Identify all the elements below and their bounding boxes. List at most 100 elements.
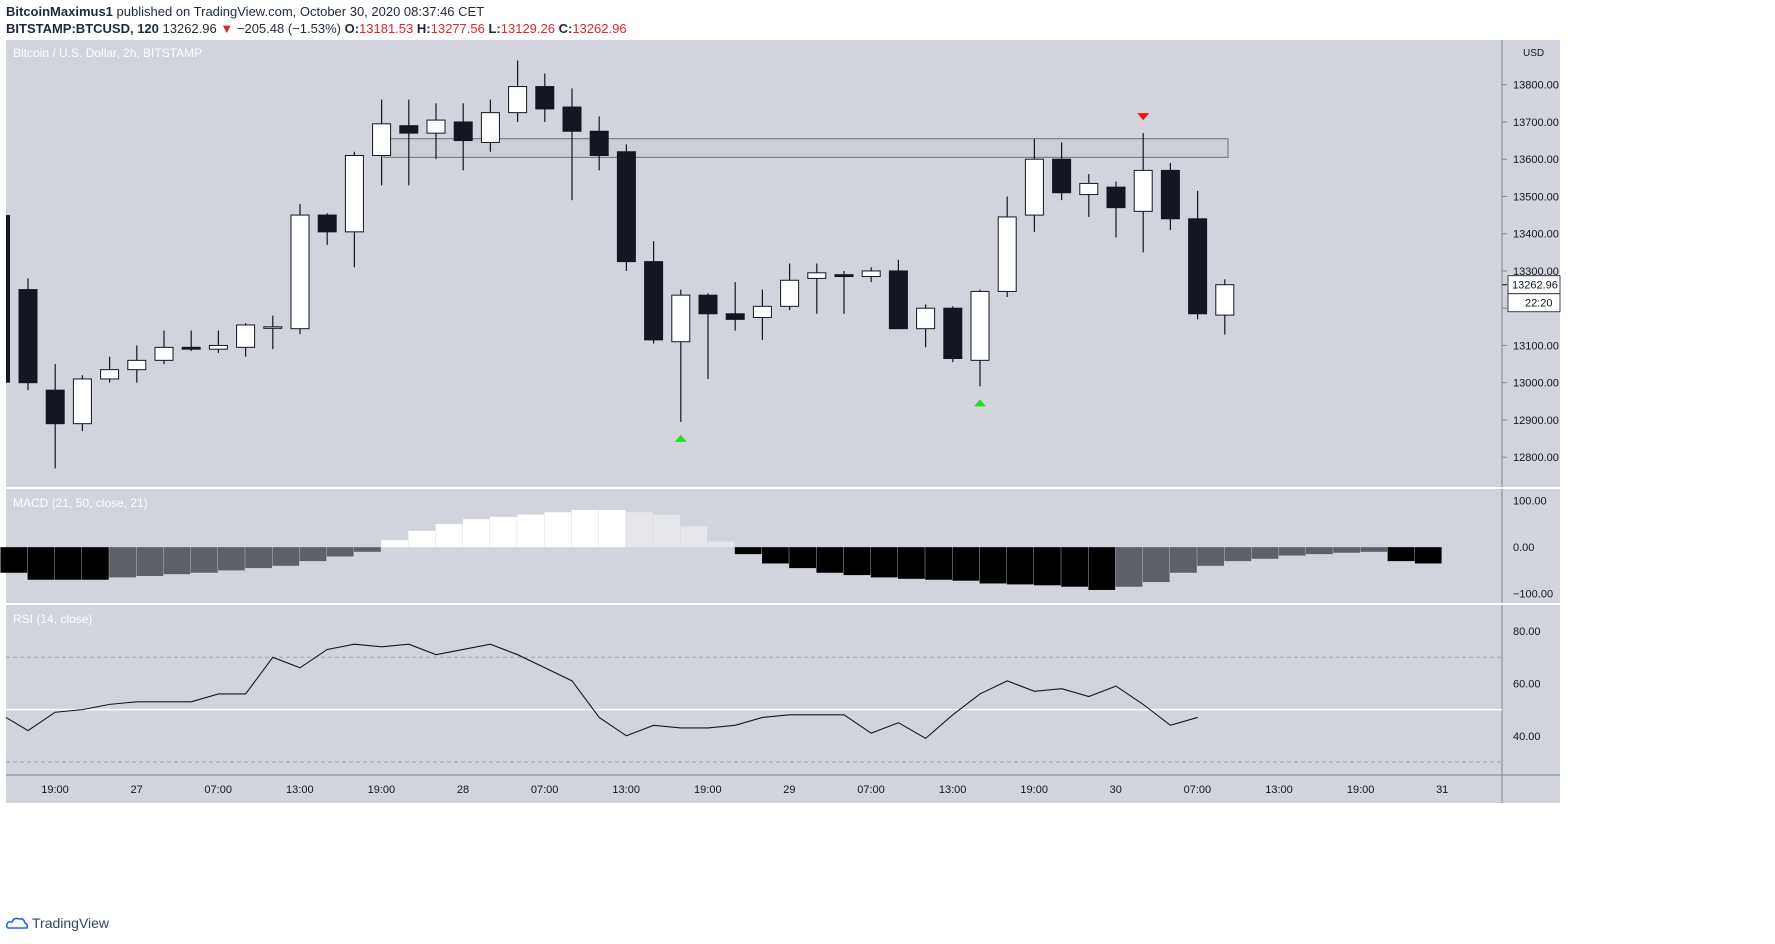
bullish-candle xyxy=(372,123,392,156)
time-tick-label: 13:00 xyxy=(939,784,967,796)
macd-bar xyxy=(1197,547,1224,566)
macd-bar xyxy=(245,547,272,569)
macd-bar xyxy=(1088,547,1116,590)
macd-title: MACD (21, 50, close, 21) xyxy=(13,496,148,510)
bullish-candle xyxy=(208,344,228,350)
macd-bar xyxy=(626,512,653,548)
bullish-candle xyxy=(290,214,310,330)
macd-bar xyxy=(82,547,109,580)
bullish-candle xyxy=(480,112,500,143)
countdown-box xyxy=(1507,293,1561,313)
macd-bar xyxy=(54,547,82,580)
time-tick-label: 19:00 xyxy=(694,784,722,796)
macd-bar xyxy=(925,547,952,580)
time-tick-label: 07:00 xyxy=(204,784,232,796)
macd-bar xyxy=(1034,547,1061,586)
time-tick-label: 19:00 xyxy=(368,784,396,796)
macd-bar xyxy=(1360,547,1388,552)
macd-bar xyxy=(680,526,708,548)
bearish-candle xyxy=(698,294,718,315)
last-price: 13262.96 xyxy=(162,21,217,36)
macd-bar xyxy=(462,519,490,548)
time-tick-label: 31 xyxy=(1436,784,1448,796)
macd-bar xyxy=(408,530,436,548)
macd-bar xyxy=(843,547,871,576)
low-label: L: xyxy=(488,21,501,36)
tradingview-logo[interactable]: TradingView xyxy=(6,915,109,931)
candle-body xyxy=(6,215,10,383)
time-tick-label: 07:00 xyxy=(857,784,885,796)
macd-bar xyxy=(762,547,789,564)
price-tick-label: 12800.00 xyxy=(1513,452,1559,464)
bearish-candle xyxy=(589,130,609,156)
time-tick-label: 27 xyxy=(130,784,142,796)
macd-bar xyxy=(163,547,191,575)
macd-bar xyxy=(0,547,28,573)
macd-bar xyxy=(326,547,354,557)
macd-bar xyxy=(571,509,599,548)
bullish-candle xyxy=(1133,169,1153,212)
rsi-tick-label: 80.00 xyxy=(1513,626,1541,638)
price-tick-label: 12900.00 xyxy=(1513,415,1559,427)
bearish-candle xyxy=(725,313,745,320)
author-name[interactable]: BitcoinMaximus1 xyxy=(6,4,113,19)
rsi-tick-label: 40.00 xyxy=(1513,731,1541,743)
footer-brand: TradingView xyxy=(32,915,110,931)
bullish-candle xyxy=(671,294,691,343)
resistance-zone xyxy=(383,138,1229,158)
macd-bar xyxy=(1278,547,1306,556)
macd-bar xyxy=(299,547,327,562)
rsi-line xyxy=(5,643,1198,740)
high-label: H: xyxy=(416,21,431,36)
low-value: 13129.26 xyxy=(500,21,555,36)
bearish-candle xyxy=(1052,158,1072,194)
macd-bar xyxy=(816,547,844,573)
macd-bar xyxy=(898,547,925,579)
bearish-candle xyxy=(453,121,473,142)
macd-pane xyxy=(6,489,1502,603)
symbol-label: BITSTAMP:BTCUSD, 120 xyxy=(6,21,159,36)
macd-tick-label: −100.00 xyxy=(1513,589,1553,601)
bullish-candle xyxy=(970,290,990,361)
macd-bar xyxy=(381,540,408,548)
bearish-candle xyxy=(888,270,908,330)
macd-bar xyxy=(544,512,572,548)
bearish-candle xyxy=(562,106,582,132)
bullish-candle xyxy=(344,154,364,233)
macd-bar xyxy=(218,547,245,571)
macd-bar xyxy=(1306,547,1333,555)
macd-bar xyxy=(952,547,980,581)
price-change: −205.48 (−1.53%) xyxy=(236,21,341,36)
bullish-candle xyxy=(127,359,147,371)
bullish-candle xyxy=(72,378,92,425)
time-tick-label: 07:00 xyxy=(1184,784,1212,796)
bullish-candle xyxy=(916,307,936,330)
buy-signal-arrow xyxy=(674,434,687,442)
bearish-candle xyxy=(834,274,854,278)
countdown-label: 22:20 xyxy=(1525,298,1553,310)
macd-bar xyxy=(354,547,381,552)
macd-tick-label: 100.00 xyxy=(1513,496,1547,508)
rsi-title: RSI (14, close) xyxy=(13,612,92,626)
bullish-candle xyxy=(780,279,800,307)
time-tick-label: 19:00 xyxy=(1347,784,1375,796)
macd-bar xyxy=(1170,547,1197,573)
macd-bar xyxy=(1006,547,1034,585)
time-tick-label: 28 xyxy=(457,784,469,796)
currency-label: USD xyxy=(1523,48,1544,59)
close-value: 13262.96 xyxy=(572,21,627,36)
bearish-candle xyxy=(45,389,65,425)
time-tick-label: 19:00 xyxy=(41,784,69,796)
time-tick-label: 30 xyxy=(1110,784,1122,796)
time-tick-label: 07:00 xyxy=(531,784,559,796)
macd-bar xyxy=(272,547,300,566)
macd-bar xyxy=(1224,547,1252,562)
price-pane xyxy=(6,40,1502,487)
high-value: 13277.56 xyxy=(430,21,485,36)
chart-title: Bitcoin / U.S. Dollar, 2h, BITSTAMP xyxy=(13,46,202,60)
bullish-candle xyxy=(861,270,881,278)
macd-bar xyxy=(27,547,55,580)
published-text: published on TradingView.com, October 30… xyxy=(116,4,485,19)
bullish-candle xyxy=(1079,182,1099,196)
